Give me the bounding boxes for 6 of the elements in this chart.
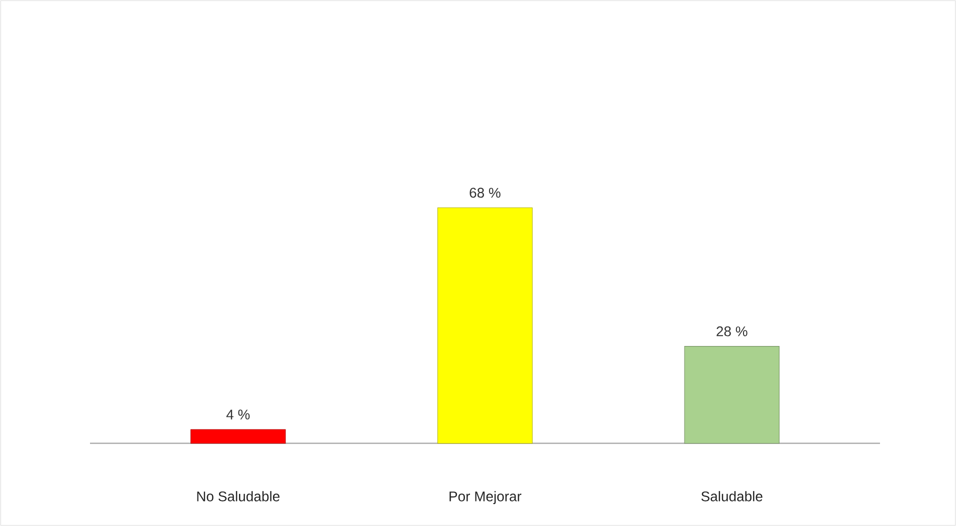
x-tick-label: No Saludable bbox=[197, 491, 280, 502]
x-tick-label: Saludable bbox=[701, 491, 762, 502]
x-tick-label: Por Mejorar bbox=[450, 491, 522, 504]
data-label: 28 % bbox=[716, 326, 748, 336]
data-label: 4 % bbox=[226, 410, 250, 420]
data-label: 68 % bbox=[470, 188, 500, 198]
